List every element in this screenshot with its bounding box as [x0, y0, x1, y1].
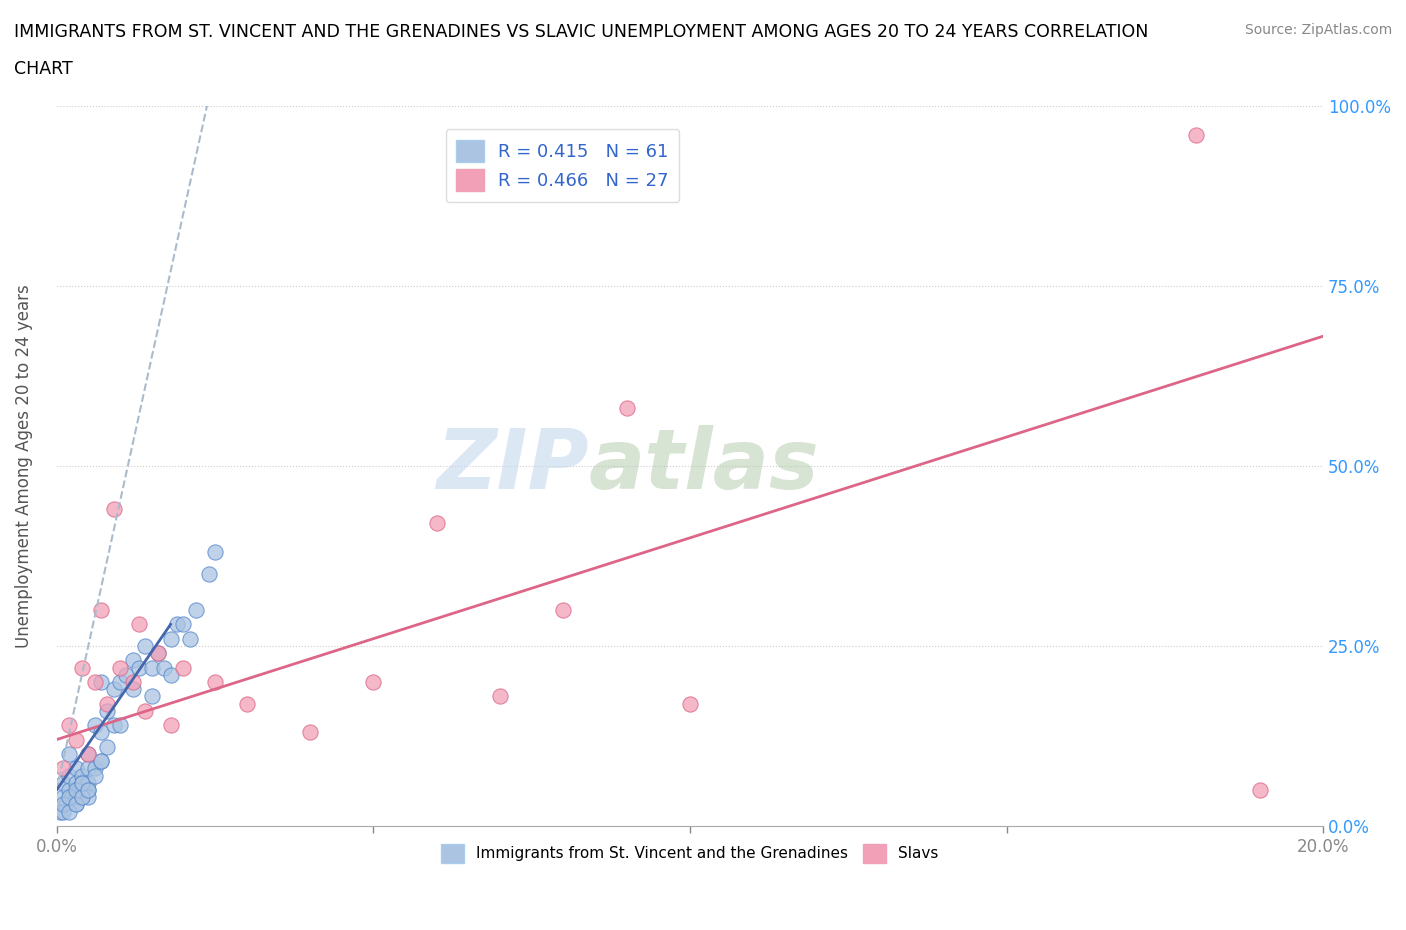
Point	[361, 674, 384, 689]
Point	[204, 545, 226, 560]
Point	[58, 768, 80, 783]
Point	[153, 660, 176, 675]
Point	[1249, 782, 1271, 797]
Point	[121, 682, 143, 697]
Point	[83, 768, 105, 783]
Text: CHART: CHART	[14, 60, 73, 78]
Point	[58, 718, 80, 733]
Point	[83, 674, 105, 689]
Point	[96, 703, 118, 718]
Point	[83, 761, 105, 776]
Point	[235, 697, 257, 711]
Point	[70, 790, 93, 804]
Point	[70, 790, 93, 804]
Point	[58, 790, 80, 804]
Point	[52, 790, 75, 804]
Point	[52, 804, 75, 819]
Point	[90, 603, 112, 618]
Point	[128, 660, 150, 675]
Point	[65, 761, 87, 776]
Point	[1185, 127, 1208, 142]
Point	[90, 753, 112, 768]
Point	[204, 674, 226, 689]
Point	[52, 761, 75, 776]
Point	[65, 776, 87, 790]
Point	[134, 703, 156, 718]
Point	[141, 660, 163, 675]
Point	[141, 689, 163, 704]
Point	[121, 653, 143, 668]
Point	[70, 768, 93, 783]
Point	[146, 645, 169, 660]
Point	[197, 566, 219, 581]
Legend: Immigrants from St. Vincent and the Grenadines, Slavs: Immigrants from St. Vincent and the Gren…	[434, 838, 945, 869]
Point	[77, 761, 100, 776]
Point	[298, 724, 321, 739]
Point	[52, 776, 75, 790]
Point	[128, 617, 150, 631]
Point	[58, 782, 80, 797]
Point	[115, 668, 138, 683]
Point	[103, 718, 125, 733]
Point	[103, 682, 125, 697]
Point	[70, 776, 93, 790]
Point	[58, 747, 80, 762]
Point	[77, 747, 100, 762]
Point	[108, 674, 131, 689]
Point	[96, 697, 118, 711]
Point	[90, 753, 112, 768]
Y-axis label: Unemployment Among Ages 20 to 24 years: Unemployment Among Ages 20 to 24 years	[15, 284, 32, 647]
Point	[108, 718, 131, 733]
Point	[58, 804, 80, 819]
Point	[70, 776, 93, 790]
Point	[426, 516, 449, 531]
Point	[146, 645, 169, 660]
Point	[65, 790, 87, 804]
Point	[77, 747, 100, 762]
Point	[172, 617, 194, 631]
Point	[65, 732, 87, 747]
Point	[103, 501, 125, 516]
Point	[90, 724, 112, 739]
Point	[83, 718, 105, 733]
Point	[77, 790, 100, 804]
Point	[65, 797, 87, 812]
Point	[77, 782, 100, 797]
Point	[134, 639, 156, 654]
Point	[70, 782, 93, 797]
Point	[121, 674, 143, 689]
Point	[55, 797, 77, 812]
Point	[159, 668, 181, 683]
Point	[166, 617, 188, 631]
Point	[184, 603, 207, 618]
Text: IMMIGRANTS FROM ST. VINCENT AND THE GRENADINES VS SLAVIC UNEMPLOYMENT AMONG AGES: IMMIGRANTS FROM ST. VINCENT AND THE GREN…	[14, 23, 1149, 41]
Point	[96, 739, 118, 754]
Point	[65, 797, 87, 812]
Point	[65, 782, 87, 797]
Point	[90, 674, 112, 689]
Point	[172, 660, 194, 675]
Point	[67, 782, 90, 797]
Point	[77, 776, 100, 790]
Point	[62, 790, 84, 804]
Text: Source: ZipAtlas.com: Source: ZipAtlas.com	[1244, 23, 1392, 37]
Point	[52, 797, 75, 812]
Point	[159, 631, 181, 646]
Point	[108, 660, 131, 675]
Point	[159, 718, 181, 733]
Point	[77, 782, 100, 797]
Point	[553, 603, 575, 618]
Text: atlas: atlas	[589, 425, 820, 506]
Point	[616, 401, 638, 416]
Point	[679, 697, 702, 711]
Point	[489, 689, 512, 704]
Point	[49, 804, 72, 819]
Point	[70, 660, 93, 675]
Point	[179, 631, 201, 646]
Text: ZIP: ZIP	[436, 425, 589, 506]
